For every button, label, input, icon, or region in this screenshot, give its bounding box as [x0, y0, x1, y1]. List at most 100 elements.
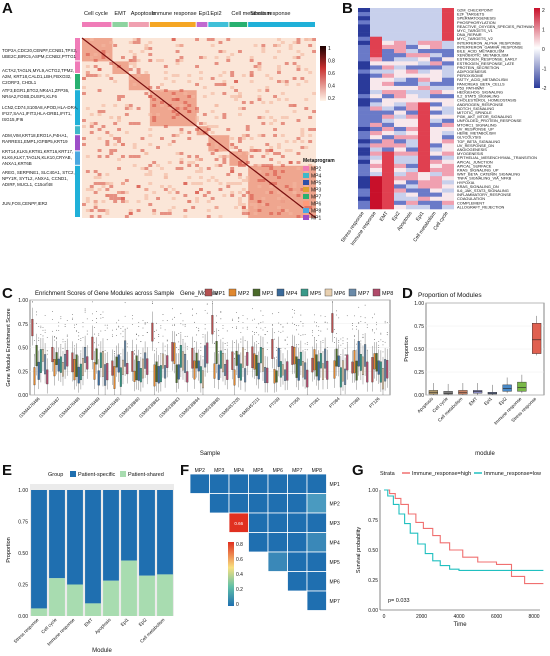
- column-label: MP4: [234, 468, 245, 474]
- outlier-point: [304, 349, 306, 351]
- heatmap-cell: [418, 40, 430, 46]
- heatmap-cell: [152, 104, 157, 107]
- outlier-point: [262, 314, 264, 316]
- heatmap-cell: [358, 32, 370, 38]
- heatmap-cell: [171, 206, 176, 209]
- outlier-point: [291, 322, 293, 324]
- column-label: MP3: [214, 468, 225, 474]
- heatmap-cell: [284, 140, 289, 143]
- heatmap-cell: [218, 41, 223, 44]
- box: [295, 356, 298, 378]
- heatmap-cell: [148, 86, 153, 89]
- heatmap-cell: [222, 155, 227, 158]
- outlier-point: [271, 313, 273, 315]
- box: [162, 353, 164, 369]
- heatmap-cell: [287, 493, 308, 514]
- heatmap-cell: [382, 90, 394, 95]
- heatmap-cell: [382, 192, 394, 197]
- pathway-label: ALLOGRAFT_REJECTION: [457, 204, 505, 209]
- colorbar-tick: 0.8: [328, 59, 335, 65]
- outlier-point: [242, 322, 244, 324]
- heatmap-cell: [245, 212, 250, 215]
- heatmap-cell: [156, 113, 160, 116]
- heatmap-cell: [101, 44, 106, 47]
- heatmap-cell: [226, 155, 231, 158]
- heatmap-cell: [430, 159, 442, 165]
- heatmap-cell: [195, 155, 199, 158]
- heatmap-cell: [206, 179, 211, 182]
- heatmap-cell: [179, 56, 184, 59]
- heatmap-cell: [430, 73, 442, 79]
- heatmap-cell: [93, 59, 98, 62]
- heatmap-cell: [85, 53, 90, 56]
- heatmap-cell: [300, 53, 305, 56]
- heatmap-cell: [156, 146, 160, 149]
- heatmap-cell: [430, 184, 442, 189]
- heatmap-cell: [206, 200, 211, 203]
- outlier-point: [162, 320, 164, 322]
- heatmap-cell: [273, 152, 277, 155]
- heatmap-cell: [218, 83, 223, 86]
- heatmap-cell: [370, 114, 382, 120]
- outlier-point: [131, 315, 133, 317]
- y-tick-label: 0.50: [18, 551, 28, 557]
- gene-label: TOP2A,CDC20,CENPF,CCNB1,TPX2,: [2, 48, 77, 53]
- outlier-point: [314, 337, 315, 339]
- heatmap-cell: [382, 44, 394, 50]
- legend-item: Patient-shared: [128, 472, 164, 478]
- heatmap-cell: [442, 172, 454, 177]
- heatmap-cell: [304, 146, 309, 149]
- heatmap-cell: [358, 85, 370, 91]
- box: [46, 369, 49, 385]
- box: [117, 354, 120, 373]
- outlier-point: [38, 337, 40, 339]
- heatmap-cell: [82, 143, 86, 146]
- heatmap-cell: [214, 104, 219, 107]
- heatmap-cell: [128, 50, 133, 53]
- gene-label: JUN,FOS,CENPF,IER2: [2, 201, 48, 206]
- heatmap-cell: [418, 102, 430, 107]
- bar-patient-specific: [103, 490, 119, 581]
- heatmap-cell: [418, 85, 430, 91]
- heatmap-cell: [312, 128, 316, 131]
- outlier-point: [284, 340, 286, 341]
- outlier-point: [146, 322, 148, 323]
- heatmap-cell: [269, 149, 274, 152]
- legend-item: MP2: [238, 291, 249, 297]
- y-tick-label: 0.00: [18, 614, 28, 620]
- heatmap-cell: [234, 89, 238, 92]
- x-axis-label: Module: [92, 648, 112, 654]
- bar-patient-specific: [31, 490, 47, 609]
- outlier-point: [164, 350, 166, 352]
- heatmap-cell: [191, 206, 196, 209]
- heatmap-cell: [280, 170, 285, 173]
- box: [377, 360, 380, 375]
- heatmap-cell: [418, 163, 430, 169]
- heatmap-cell: [370, 36, 382, 42]
- heatmap-cell: [167, 143, 172, 146]
- box: [319, 353, 322, 369]
- heatmap-cell: [124, 191, 129, 194]
- heatmap-cell: [370, 172, 382, 177]
- box: [77, 366, 80, 384]
- heatmap-cell: [442, 151, 454, 156]
- heatmap-cell: [113, 104, 118, 107]
- heatmap-cell: [406, 126, 418, 132]
- heatmap-cell: [202, 56, 207, 59]
- heatmap-cell: [257, 98, 262, 101]
- survival-curve-high: [384, 489, 544, 585]
- heatmap-cell: [394, 159, 406, 165]
- metaprogram-color-bar: [229, 22, 248, 27]
- heatmap-cell: [418, 81, 430, 87]
- outlier-point: [244, 349, 246, 351]
- heatmap-cell: [93, 176, 98, 179]
- heatmap-cell: [253, 203, 258, 206]
- outlier-point: [256, 332, 258, 333]
- heatmap-cell: [406, 114, 418, 120]
- outlier-point: [374, 313, 375, 315]
- heatmap-cell: [406, 24, 418, 29]
- y-axis-label: Proportion: [404, 336, 410, 361]
- outlier-point: [76, 323, 78, 325]
- heatmap-cell: [442, 204, 454, 210]
- panel-letter-g: G: [352, 462, 364, 479]
